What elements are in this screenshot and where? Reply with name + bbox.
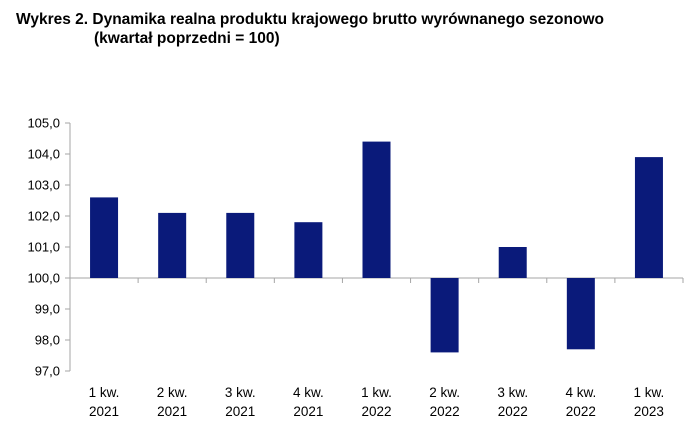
x-category-label-line: 2021	[293, 404, 323, 419]
x-category-label: 3 kw. 2021	[225, 385, 256, 419]
x-category-label-line: 2022	[566, 404, 596, 419]
y-tick-label: 97,0	[35, 364, 60, 379]
x-category-label-line: 1 kw.	[361, 385, 392, 400]
x-category-label: 4 kw. 2021	[293, 385, 324, 419]
x-category-label-line: 3 kw.	[225, 385, 256, 400]
x-category-label-line: 4 kw.	[565, 385, 596, 400]
y-tick-label: 102,0	[27, 209, 60, 224]
bar-2	[158, 212, 187, 278]
y-tick-label: 99,0	[35, 302, 60, 317]
x-category-label: 2 kw. 2021	[157, 385, 188, 419]
x-category-label: 3 kw. 2022	[497, 385, 528, 419]
bar-6	[430, 278, 459, 353]
chart-subtitle: (kwartał poprzedni = 100)	[94, 30, 280, 47]
x-category-label-line: 1 kw.	[634, 385, 665, 400]
y-tick-label: 98,0	[35, 333, 60, 348]
x-category-label-line: 1 kw.	[89, 385, 120, 400]
x-category-label-line: 2021	[89, 404, 119, 419]
bar-5	[362, 141, 391, 278]
y-tick-label: 105,0	[27, 116, 60, 131]
chart-title-line-1: Wykres 2. Dynamika realna produktu krajo…	[16, 11, 604, 28]
x-category-label: 4 kw. 2022	[565, 385, 596, 419]
x-category-label: 1 kw. 2021	[89, 385, 120, 419]
x-category-label-line: 2 kw.	[157, 385, 188, 400]
bar-3	[226, 212, 255, 278]
y-tick-label: 104,0	[27, 147, 60, 162]
x-category-label-line: 2022	[430, 404, 460, 419]
x-category-label-line: 4 kw.	[293, 385, 324, 400]
bar-1	[90, 197, 119, 278]
x-category-label-line: 3 kw.	[497, 385, 528, 400]
y-tick-label: 100,0	[27, 271, 60, 286]
y-tick-label: 103,0	[27, 178, 60, 193]
x-category-label-line: 2023	[634, 404, 664, 419]
chart-title: Wykres 2. Dynamika realna produktu krajo…	[16, 10, 604, 48]
bar-4	[294, 222, 323, 278]
bar-7	[498, 247, 527, 278]
bar-9	[634, 157, 663, 278]
x-category-label-line: 2022	[498, 404, 528, 419]
x-category-label-line: 2 kw.	[429, 385, 460, 400]
y-tick-label: 101,0	[27, 240, 60, 255]
x-category-label-line: 2021	[157, 404, 187, 419]
x-category-label: 2 kw. 2022	[429, 385, 460, 419]
bar-8	[566, 278, 595, 350]
x-category-label-line: 2021	[225, 404, 255, 419]
x-category-label: 1 kw. 2022	[361, 385, 392, 419]
x-category-label-line: 2022	[361, 404, 391, 419]
x-category-label: 1 kw. 2023	[634, 385, 665, 419]
